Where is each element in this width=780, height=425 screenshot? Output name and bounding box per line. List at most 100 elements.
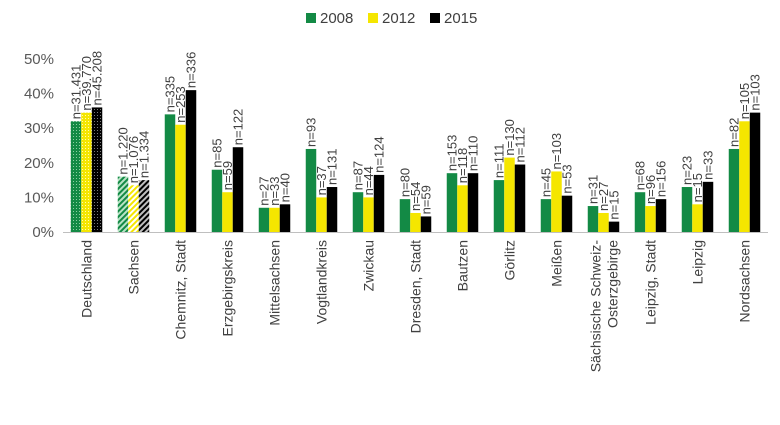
- bar-sachsen-2008: [117, 176, 129, 232]
- n-label-sachsen-2015: n=1.334: [137, 131, 152, 178]
- bar-dresden-stadt-2015: [420, 216, 432, 232]
- n-label-zwickau-2015: n=124: [372, 136, 387, 173]
- n-label-leipzig-stadt-2012: n=96: [643, 175, 658, 204]
- bar-bautzen-2008: [446, 173, 458, 232]
- x-tick-label-leipzig-stadt: Leipzig, Stadt: [643, 240, 659, 325]
- n-label-vogtlandkreis-2008: n=93: [304, 118, 319, 147]
- bar-leipzig-2012: [692, 204, 703, 232]
- n-label-meißen-2008: n=45: [539, 168, 554, 197]
- n-label-deutschland-2015: n=45.208: [90, 51, 105, 106]
- n-label-meißen-2015: n=53: [560, 164, 575, 193]
- bar-sächsische-schweiz-osterzgebirge-2015: [608, 221, 620, 232]
- n-label-sächsische-schweiz-osterzgebirge-2012: n=27: [596, 182, 611, 211]
- n-label-zwickau-2008: n=87: [351, 161, 366, 190]
- bar-meißen-2012: [551, 171, 562, 232]
- bar-nordsachsen-2012: [739, 121, 750, 232]
- bar-leipzig-stadt-2012: [645, 206, 656, 232]
- n-label-nordsachsen-2015: n=103: [748, 74, 763, 111]
- bar-sachsen-2012: [128, 185, 139, 232]
- n-label-chemnitz-stadt-2015: n=336: [184, 52, 199, 89]
- y-tick-label: 10%: [24, 189, 54, 206]
- n-label-bautzen-2008: n=153: [445, 135, 460, 172]
- x-tick-label-chemnitz-stadt: Chemnitz, Stadt: [173, 240, 189, 340]
- x-tick-label-vogtlandkreis: Vogtlandkreis: [314, 240, 330, 324]
- x-tick-label-mittelsachsen: Mittelsachsen: [267, 240, 283, 326]
- bar-görlitz-2008: [493, 180, 505, 232]
- n-label-chemnitz-stadt-2008: n=335: [163, 76, 178, 113]
- bar-dresden-stadt-2008: [399, 199, 411, 232]
- n-label-sächsische-schweiz-osterzgebirge-2015: n=15: [607, 190, 622, 219]
- n-label-nordsachsen-2012: n=105: [737, 83, 752, 120]
- bar-zwickau-2015: [373, 174, 385, 232]
- x-tick-label-leipzig: Leipzig: [690, 240, 706, 284]
- bar-zwickau-2012: [363, 197, 374, 232]
- bar-erzgebirgskreis-2015: [232, 147, 244, 232]
- x-axis: Deutschland Sachsen Chemnitz, Stadt Erzgebi…: [63, 232, 768, 373]
- x-tick-label-sachsen: Sachsen: [126, 240, 142, 294]
- n-label-dresden-stadt-2015: n=59: [419, 185, 434, 214]
- n-label-leipzig-2012: n=15: [690, 173, 705, 202]
- bar-mittelsachsen-2015: [279, 204, 291, 232]
- x-tick-label-nordsachsen: Nordsachsen: [737, 240, 753, 323]
- legend-swatch-2008: [306, 13, 316, 23]
- n-label-leipzig-stadt-2015: n=156: [654, 161, 669, 198]
- bar-vogtlandkreis-2015: [326, 187, 338, 232]
- n-label-erzgebirgskreis-2008: n=85: [210, 138, 225, 167]
- bar-zwickau-2008: [352, 192, 364, 232]
- n-label-leipzig-stadt-2008: n=68: [633, 161, 648, 190]
- n-label-nordsachsen-2008: n=82: [727, 118, 742, 147]
- bar-leipzig-stadt-2015: [655, 199, 667, 232]
- x-tick-label-bautzen: Bautzen: [455, 240, 471, 291]
- n-label-sachsen-2012: n=1.076: [126, 136, 141, 183]
- bar-dresden-stadt-2012: [410, 212, 421, 232]
- bar-nordsachsen-2015: [749, 112, 761, 232]
- n-label-deutschland-2012: n=39.770: [79, 56, 94, 111]
- x-tick-label-görlitz: Görlitz: [502, 240, 518, 280]
- y-tick-label: 30%: [24, 120, 54, 137]
- n-label-dresden-stadt-2008: n=80: [398, 168, 413, 197]
- n-label-görlitz-2008: n=111: [492, 144, 507, 179]
- n-label-erzgebirgskreis-2012: n=59: [220, 161, 235, 190]
- bar-deutschland-2012: [81, 112, 92, 232]
- bar-leipzig-2008: [681, 187, 693, 232]
- bar-chemnitz-stadt-2008: [164, 114, 176, 232]
- y-axis: 0% 10% 20% 30% 40% 50%: [24, 51, 54, 241]
- legend-label-2012: 2012: [382, 10, 415, 27]
- bar-chemnitz-stadt-2012: [175, 124, 186, 232]
- n-label-leipzig-2015: n=33: [701, 151, 716, 180]
- n-label-erzgebirgskreis-2015: n=122: [231, 109, 246, 146]
- bar-chemnitz-stadt-2015: [185, 90, 197, 232]
- n-label-deutschland-2008: n=31.431: [69, 65, 84, 120]
- y-tick-label: 40%: [24, 86, 54, 103]
- bar-erzgebirgskreis-2012: [222, 192, 233, 232]
- n-label-vogtlandkreis-2015: n=131: [325, 149, 340, 186]
- bar-meißen-2008: [540, 199, 552, 232]
- x-tick-label-dresden-stadt: Dresden, Stadt: [408, 240, 424, 333]
- n-label-bautzen-2012: n=118: [455, 148, 470, 184]
- n-label-chemnitz-stadt-2012: n=253: [173, 86, 188, 123]
- bar-vogtlandkreis-2012: [316, 197, 327, 232]
- n-label-mittelsachsen-2015: n=40: [278, 173, 293, 202]
- legend-swatch-2015: [430, 13, 440, 23]
- n-label-sachsen-2008: n=1.220: [116, 127, 131, 174]
- bar-sachsen-2015: [138, 180, 150, 232]
- x-tick-label-meißen: Meißen: [549, 240, 565, 287]
- x-tick-label-sächsische-schweiz-osterzgebirge: Sächsische Schweiz-Osterzgebirge: [588, 240, 621, 373]
- n-label-dresden-stadt-2012: n=54: [408, 182, 423, 211]
- x-tick-label-erzgebirgskreis: Erzgebirgskreis: [220, 240, 236, 336]
- n-label-bautzen-2015: n=110: [466, 136, 481, 172]
- bar-nordsachsen-2008: [728, 148, 740, 232]
- bar-sächsische-schweiz-osterzgebirge-2012: [598, 212, 609, 232]
- legend-swatch-2012: [368, 13, 378, 23]
- legend: 2008 2012 2015: [306, 10, 477, 27]
- x-tick-label-zwickau: Zwickau: [361, 240, 377, 291]
- y-tick-label: 50%: [24, 51, 54, 68]
- bar-bautzen-2012: [457, 185, 468, 232]
- n-label-sächsische-schweiz-osterzgebirge-2008: n=31: [586, 175, 601, 204]
- bars: [70, 90, 761, 232]
- bar-meißen-2015: [561, 195, 573, 232]
- bar-görlitz-2012: [504, 157, 515, 232]
- y-tick-label: 20%: [24, 155, 54, 172]
- n-label-görlitz-2012: n=130: [502, 119, 517, 156]
